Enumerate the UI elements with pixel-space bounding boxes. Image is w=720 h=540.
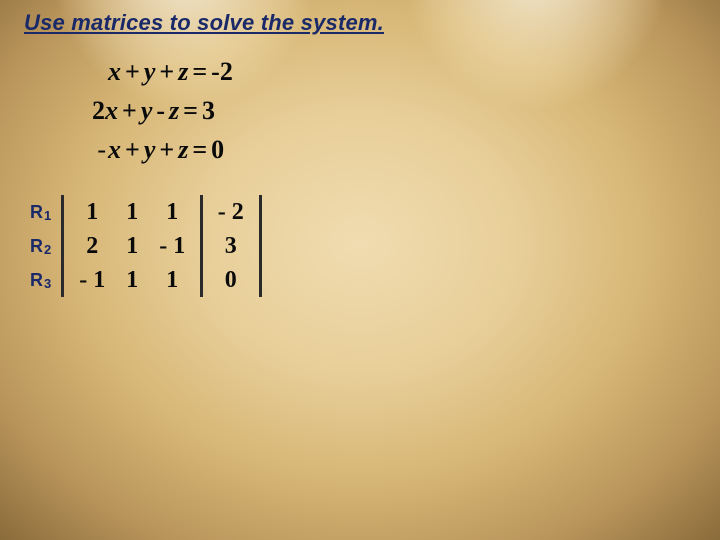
- row-label: R2: [30, 229, 51, 263]
- operator: +: [155, 135, 178, 164]
- augmented-matrix: 1 1 1 2 1 - 1 - 1 1 1 - 2 3 0: [61, 195, 262, 297]
- matrix-cell: 1: [166, 199, 178, 226]
- variable-y: y: [141, 96, 153, 125]
- row-labels: R1 R2 R3: [30, 195, 51, 297]
- coefficient-matrix: 1 1 1 2 1 - 1 - 1 1 1: [64, 195, 200, 297]
- row-label-letter: R: [30, 229, 43, 263]
- matrix-right-bracket: [259, 195, 262, 297]
- variable-z: z: [178, 57, 188, 86]
- operator: -: [152, 96, 169, 125]
- row-label-letter: R: [30, 263, 43, 297]
- slide-title: Use matrices to solve the system.: [24, 10, 384, 36]
- operator: +: [121, 135, 144, 164]
- row-label-index: 1: [44, 199, 51, 233]
- matrix-left-bracket: [61, 195, 64, 297]
- row-label-index: 3: [44, 267, 51, 301]
- equals: =: [188, 57, 211, 86]
- row-label-letter: R: [30, 195, 43, 229]
- operator: +: [121, 57, 144, 86]
- variable-z: z: [169, 96, 179, 125]
- row-label: R1: [30, 195, 51, 229]
- equation-row: -x+y+z=0: [92, 130, 233, 169]
- slide: Use matrices to solve the system. x+y+z=…: [0, 0, 720, 540]
- matrix-cell: - 1: [79, 267, 105, 294]
- variable-y: y: [144, 135, 156, 164]
- matrix-cell: 1: [86, 199, 98, 226]
- rhs-value: 2: [220, 57, 233, 86]
- equals: =: [179, 96, 202, 125]
- rhs-value: 0: [211, 135, 224, 164]
- augmented-matrix-area: R1 R2 R3 1 1 1 2 1 - 1 - 1 1 1 - 2 3 0: [30, 195, 262, 297]
- rhs-value: 3: [202, 96, 215, 125]
- matrix-cell: 1: [126, 233, 138, 260]
- matrix-cell: 3: [225, 233, 237, 260]
- operator: +: [118, 96, 141, 125]
- rhs-sign: -: [211, 57, 220, 86]
- matrix-cell: 2: [86, 233, 98, 260]
- matrix-cell: 1: [126, 267, 138, 294]
- matrix-cell: 0: [225, 267, 237, 294]
- variable-x: x: [105, 96, 118, 125]
- equation-row: 2x+y-z=3: [92, 91, 233, 130]
- matrix-cell: 1: [166, 267, 178, 294]
- variable-z: z: [178, 135, 188, 164]
- equals: =: [188, 135, 211, 164]
- row-label: R3: [30, 263, 51, 297]
- variable-x: x: [108, 57, 121, 86]
- matrix-cell: - 2: [218, 199, 244, 226]
- matrix-cell: - 1: [159, 233, 185, 260]
- coef-sign: 2: [92, 96, 105, 125]
- equation-row: x+y+z=-2: [92, 52, 233, 91]
- system-of-equations: x+y+z=-2 2x+y-z=3 -x+y+z=0: [92, 52, 233, 169]
- variable-x: x: [108, 135, 121, 164]
- row-label-index: 2: [44, 233, 51, 267]
- constants-column: - 2 3 0: [203, 195, 259, 297]
- coef-sign: -: [92, 130, 106, 169]
- variable-y: y: [144, 57, 156, 86]
- matrix-cell: 1: [126, 199, 138, 226]
- operator: +: [155, 57, 178, 86]
